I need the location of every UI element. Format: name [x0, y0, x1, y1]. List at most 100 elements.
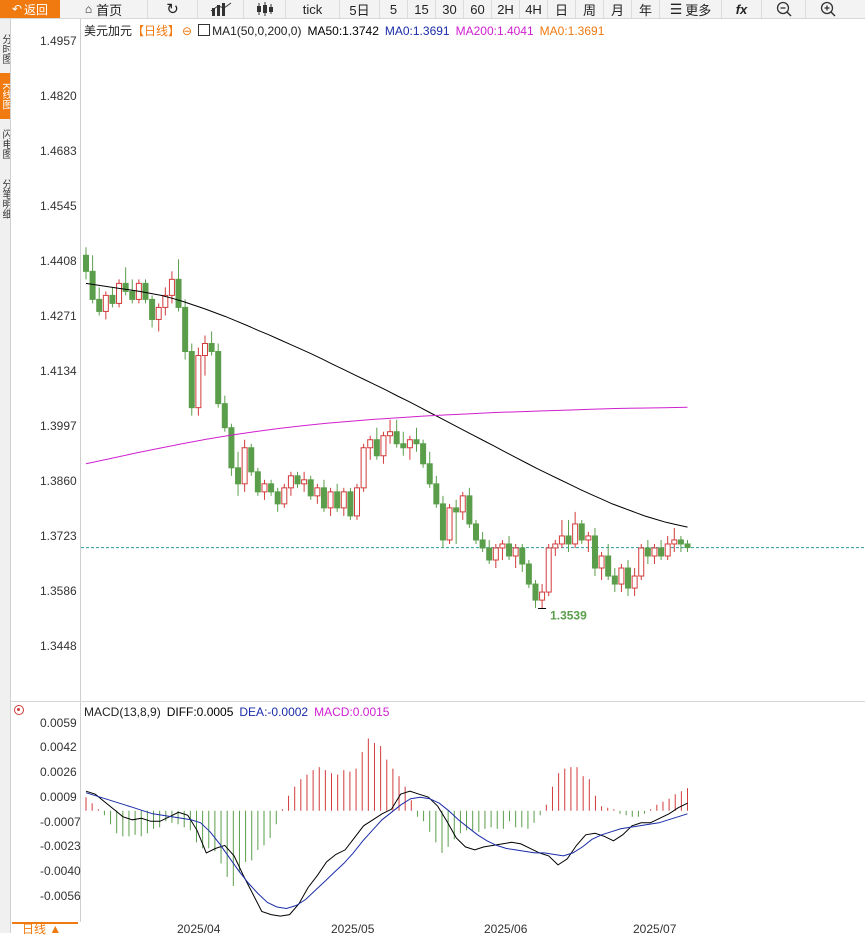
candle-body [373, 439, 380, 457]
candlestick-icon [256, 2, 273, 16]
candle-body [512, 547, 519, 557]
candle-body [102, 294, 109, 312]
macd-tick: 0.0059 [40, 716, 77, 730]
candle-body [274, 491, 281, 505]
period-60min[interactable]: 60 [464, 0, 492, 18]
settings-circle-icon[interactable]: ⊖ [182, 24, 193, 38]
candle-body [354, 487, 361, 517]
candle-body [188, 351, 195, 409]
candle-body [625, 567, 632, 589]
price-tick: 1.4820 [40, 89, 77, 103]
tab-flash-chart[interactable]: 闪电图 [0, 129, 10, 159]
period-day[interactable]: 日 [548, 0, 576, 18]
candle-body [658, 547, 665, 557]
candle-body [393, 431, 400, 445]
candle-body [142, 282, 149, 300]
period-week[interactable]: 周 [576, 0, 604, 18]
refresh-button[interactable]: ↻ [148, 0, 198, 18]
tab-tick-detail[interactable]: 分笔明细 [0, 179, 10, 219]
candle-body [664, 543, 671, 557]
candle-body [162, 294, 169, 308]
candle-body [89, 270, 96, 300]
ma-toggle-icon[interactable] [198, 24, 211, 36]
home-button[interactable]: ⌂ 首页 [60, 0, 148, 18]
ma200-value: MA200:1.4041 [455, 24, 534, 38]
period-year[interactable]: 年 [632, 0, 660, 18]
macd-legend: MACD(13,8,9) DIFF:0.0005 DEA:-0.0002 MACD:0… [84, 705, 395, 719]
back-button[interactable]: ↶ 返回 [0, 0, 60, 18]
formula-button[interactable]: fx [722, 0, 762, 18]
candle-body [519, 547, 526, 565]
candle-body [605, 555, 612, 577]
zoom-in-button[interactable] [806, 0, 850, 18]
period-4h[interactable]: 4H [520, 0, 548, 18]
candle-body [492, 547, 499, 561]
candle-body [413, 439, 420, 445]
period-5min[interactable]: 5 [380, 0, 408, 18]
candle-body [367, 439, 374, 449]
macd-diff-line [85, 790, 688, 917]
price-tick: 1.3586 [40, 584, 77, 598]
bar-chart-icon [210, 2, 231, 16]
main-chart-legend: 美元加元【日线】 ⊖ MA1(50,0,200,0) MA50:1.3742 MA0:1… [84, 22, 610, 39]
period-5day[interactable]: 5日 [340, 0, 380, 18]
fx-icon: fx [735, 1, 748, 17]
candle-body [307, 479, 314, 497]
candle-body [96, 298, 103, 312]
zoom-out-button[interactable] [762, 0, 806, 18]
candle-body [380, 435, 387, 457]
date-label: 2025/06 [484, 922, 528, 936]
candle-body [631, 575, 638, 589]
candle-body [314, 487, 321, 497]
macd-tick: -0.0023 [40, 839, 81, 853]
macd-tick: 0.0009 [40, 790, 77, 804]
macd-tick: -0.0007 [40, 815, 81, 829]
candle-body [611, 575, 618, 585]
period-label: 【日线】 [132, 24, 181, 38]
date-label: 2025/04 [177, 922, 221, 936]
tab-kline[interactable]: K线图 [0, 73, 10, 119]
low-price-label: 1.3539 [550, 609, 587, 623]
macd-diff: DIFF:0.0005 [166, 705, 234, 719]
candle-body [387, 431, 394, 437]
date-label: 2025/05 [331, 922, 375, 936]
candle-body [301, 479, 308, 485]
zoom-in-icon [820, 1, 836, 17]
candle-body [182, 306, 189, 353]
candle-body [320, 487, 327, 509]
candle-type-button[interactable] [244, 0, 286, 18]
period-15min[interactable]: 15 [408, 0, 436, 18]
candle-body [334, 491, 341, 509]
indicator-chart-button[interactable] [198, 0, 244, 18]
candle-body [175, 278, 182, 308]
candle-body [241, 447, 248, 485]
macd-tick: 0.0026 [40, 765, 77, 779]
period-month[interactable]: 月 [604, 0, 632, 18]
period-tab-daily[interactable]: 日线 ▲ [12, 922, 78, 935]
candle-body [479, 539, 486, 549]
symbol-name: 美元加元 [84, 24, 133, 38]
axis-divider [80, 19, 81, 922]
candle-body [459, 495, 466, 513]
macd-name: MACD(13,8,9) [84, 705, 161, 719]
candle-body [261, 483, 268, 493]
macd-value: MACD:0.0015 [314, 705, 390, 719]
candle-body [208, 343, 215, 353]
candle-body [499, 543, 506, 549]
candle-body [287, 475, 294, 489]
ma200-line [85, 406, 688, 465]
more-button[interactable]: ☰ 更多 [660, 0, 722, 18]
candle-body [638, 547, 645, 577]
tick-button[interactable]: tick [286, 0, 340, 18]
period-2h[interactable]: 2H [492, 0, 520, 18]
ma-indicator-name[interactable]: MA1(50,0,200,0) [212, 24, 302, 38]
macd-settings-icon[interactable] [14, 705, 24, 715]
macd-tick: -0.0040 [40, 864, 81, 878]
candle-body [439, 503, 446, 541]
candle-body [228, 427, 235, 469]
candle-body [135, 282, 142, 300]
candle-body [268, 483, 275, 493]
tab-time-share[interactable]: 分时图 [0, 34, 10, 64]
period-30min[interactable]: 30 [436, 0, 464, 18]
